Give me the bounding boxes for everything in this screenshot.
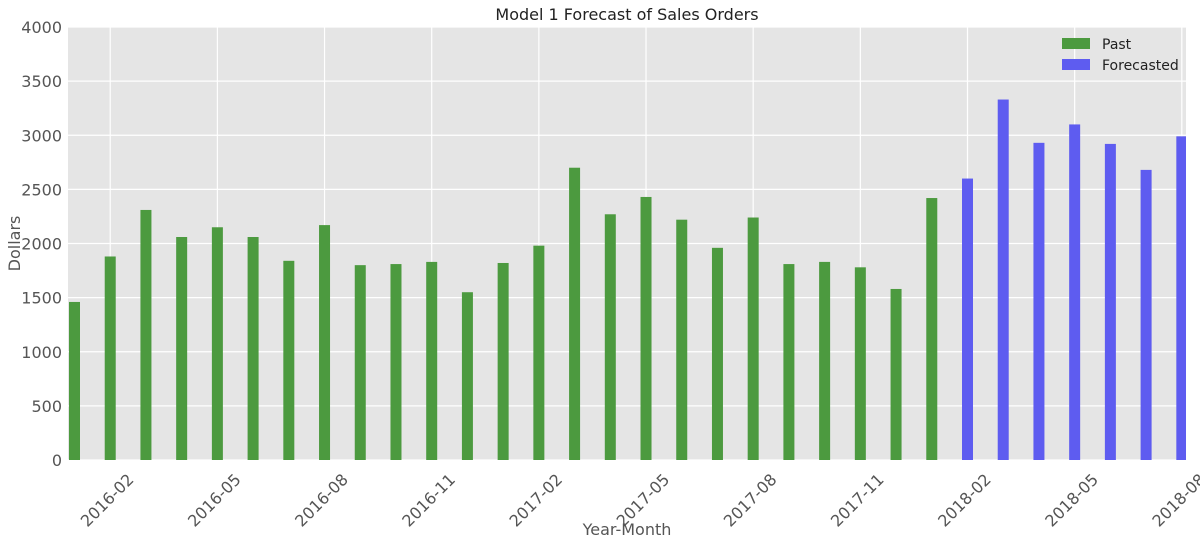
y-tick-label: 1500 — [21, 289, 62, 308]
x-tick-label: 2016-11 — [398, 470, 459, 531]
chart-title: Model 1 Forecast of Sales Orders — [495, 5, 758, 24]
x-tick-label: 2017-02 — [505, 470, 566, 531]
y-tick-label: 500 — [31, 397, 62, 416]
past-bar-2017-09 — [783, 264, 795, 460]
past-bar-2017-06 — [676, 219, 688, 460]
past-bar-2017-08 — [747, 217, 759, 460]
x-tick-label: 2016-05 — [184, 470, 245, 531]
legend-swatch-forecasted — [1062, 59, 1090, 70]
y-tick-label: 3500 — [21, 72, 62, 91]
forecasted-bar-2018-04 — [1033, 142, 1045, 460]
past-bar-2016-12 — [461, 292, 473, 460]
y-tick-label: 2000 — [21, 235, 62, 254]
x-tick-label: 2018-02 — [934, 470, 995, 531]
legend-label-past: Past — [1102, 37, 1132, 53]
past-bar-2016-01 — [69, 301, 80, 460]
y-tick-label: 4000 — [21, 18, 62, 37]
y-axis-title: Dollars — [5, 216, 24, 272]
x-tick-label: 2017-11 — [827, 470, 888, 531]
past-bar-2016-10 — [390, 264, 402, 460]
x-axis-title: Year-Month — [582, 520, 672, 539]
forecasted-bar-2018-02 — [962, 178, 973, 461]
past-bar-2017-10 — [819, 261, 831, 460]
past-bar-2016-09 — [354, 265, 366, 460]
past-bar-2016-06 — [247, 237, 259, 460]
past-bar-2016-04 — [176, 237, 188, 460]
forecasted-bar-2018-07 — [1140, 169, 1152, 460]
forecasted-bar-2018-03 — [997, 99, 1009, 460]
forecasted-bar-2018-05 — [1069, 124, 1081, 461]
y-tick-label: 2500 — [21, 180, 62, 199]
forecasted-bar-2018-08 — [1176, 136, 1186, 460]
past-bar-2016-07 — [283, 260, 295, 460]
past-bar-2017-05 — [640, 196, 652, 460]
y-tick-label: 3000 — [21, 126, 62, 145]
past-bar-2017-02 — [533, 245, 545, 460]
x-tick-label: 2018-05 — [1041, 470, 1102, 531]
past-bar-2018-01 — [926, 198, 938, 460]
past-bar-2017-04 — [604, 214, 616, 460]
y-tick-label: 0 — [52, 451, 62, 470]
past-bar-2016-02 — [104, 256, 116, 460]
y-axis-ticks: 0 500 1000 1500 2000 2500 3000 3500 4000 — [21, 18, 62, 470]
y-tick-label: 1000 — [21, 343, 62, 362]
past-bar-2017-03 — [569, 167, 581, 460]
legend-swatch-past — [1062, 38, 1090, 49]
x-tick-label: 2018-08 — [1148, 470, 1200, 531]
past-bar-2017-12 — [890, 288, 902, 460]
x-tick-label: 2016-02 — [77, 470, 138, 531]
legend-label-forecasted: Forecasted — [1102, 58, 1179, 74]
past-bar-2016-03 — [140, 209, 152, 460]
past-bar-2017-11 — [854, 267, 866, 460]
past-bar-2016-05 — [211, 227, 223, 460]
past-bar-2017-07 — [711, 247, 723, 460]
x-tick-label: 2017-08 — [720, 470, 781, 531]
bars — [69, 99, 1186, 461]
past-bar-2016-11 — [426, 261, 438, 460]
forecasted-bar-2018-06 — [1104, 143, 1116, 460]
past-bar-2016-08 — [319, 225, 331, 460]
legend: Past Forecasted — [1062, 37, 1179, 74]
past-bar-2017-01 — [497, 262, 509, 460]
x-tick-label: 2016-08 — [291, 470, 352, 531]
